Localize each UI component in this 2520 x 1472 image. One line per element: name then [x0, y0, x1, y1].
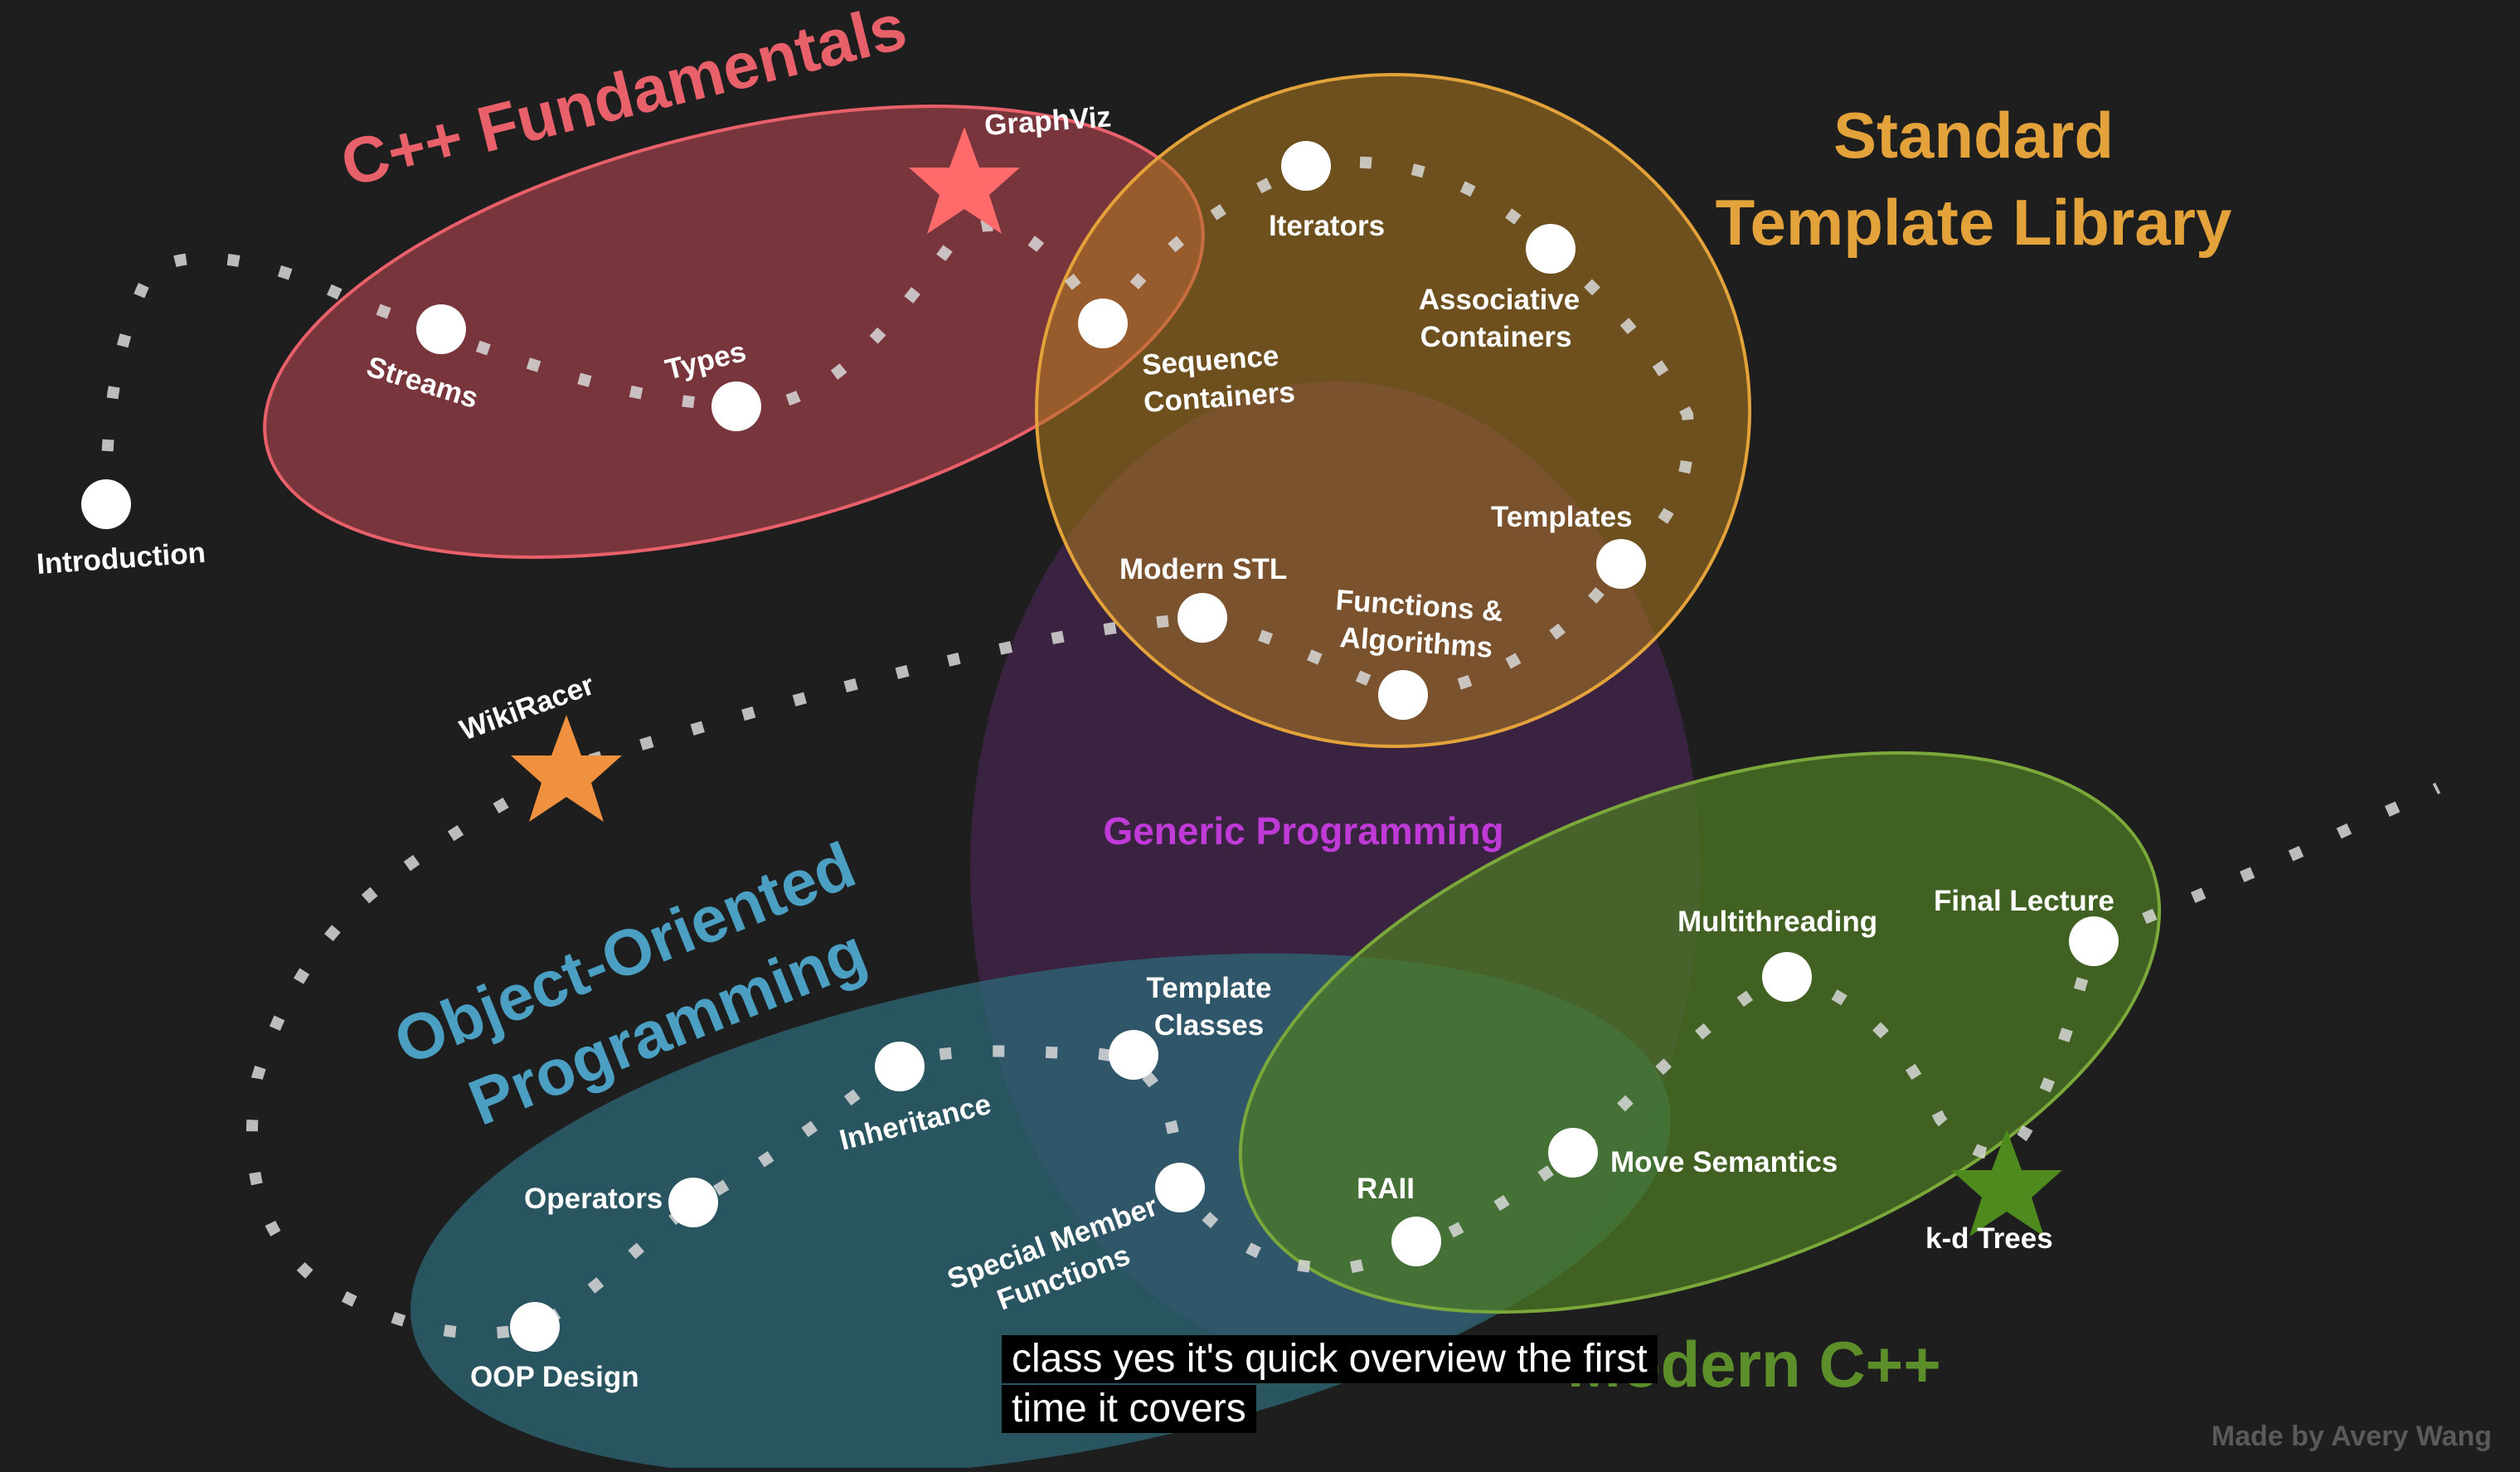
- label-multithreading: Multithreading: [1678, 906, 1877, 938]
- kdtrees-star-icon[interactable]: [1951, 1130, 2062, 1236]
- label-kd-trees: k-d Trees: [1925, 1222, 2053, 1255]
- node-templates[interactable]: [1596, 539, 1646, 589]
- label-wikiracer: WikiRacer: [455, 668, 598, 747]
- node-raii[interactable]: [1391, 1217, 1441, 1266]
- caption-line-1: class yes it's quick overview the first: [1002, 1335, 1658, 1383]
- label-modern-stl: Modern STL: [1119, 553, 1287, 585]
- node-template-classes[interactable]: [1109, 1030, 1158, 1080]
- graphviz-star-icon[interactable]: [909, 127, 1020, 234]
- wikiracer-star-icon[interactable]: [511, 715, 622, 822]
- video-caption: class yes it's quick overview the first …: [1002, 1335, 1715, 1435]
- credit-text: Made by Avery Wang: [2212, 1421, 2492, 1452]
- node-associative-containers[interactable]: [1526, 224, 1576, 274]
- node-multithreading[interactable]: [1762, 952, 1812, 1002]
- label-iterators: Iterators: [1269, 210, 1385, 242]
- label-raii: RAII: [1357, 1173, 1415, 1205]
- node-sequence-containers[interactable]: [1078, 299, 1128, 348]
- generic-programming-title: Generic Programming: [1103, 809, 1503, 853]
- label-oop-design: OOP Design: [470, 1361, 639, 1393]
- stl-title-line2: Template Library: [1716, 186, 2232, 259]
- label-associative-line2: Containers: [1420, 321, 1572, 353]
- node-inheritance[interactable]: [875, 1042, 925, 1091]
- node-introduction[interactable]: [81, 479, 131, 529]
- node-final-lecture[interactable]: [2069, 916, 2119, 966]
- label-operators: Operators: [524, 1183, 663, 1215]
- node-modern-stl[interactable]: [1177, 593, 1227, 643]
- node-move-semantics[interactable]: [1548, 1128, 1598, 1178]
- label-final-lecture: Final Lecture: [1934, 885, 2115, 917]
- label-move-semantics: Move Semantics: [1610, 1146, 1838, 1178]
- stl-title-line1: Standard: [1833, 99, 2114, 172]
- node-iterators[interactable]: [1281, 141, 1331, 191]
- label-template-classes-line1: Template: [1146, 972, 1271, 1004]
- node-operators[interactable]: [668, 1178, 718, 1227]
- label-template-classes-line2: Classes: [1154, 1009, 1264, 1042]
- node-types[interactable]: [711, 381, 761, 431]
- label-introduction: Introduction: [36, 537, 206, 581]
- node-streams[interactable]: [416, 304, 466, 354]
- label-templates: Templates: [1491, 501, 1633, 533]
- course-path: [100, 156, 2441, 1339]
- caption-line-2: time it covers: [1002, 1385, 1256, 1433]
- node-oop-design[interactable]: [510, 1302, 560, 1352]
- node-special-member-functions[interactable]: [1155, 1163, 1205, 1212]
- node-functions-algorithms[interactable]: [1378, 670, 1428, 720]
- label-associative-line1: Associative: [1419, 284, 1580, 316]
